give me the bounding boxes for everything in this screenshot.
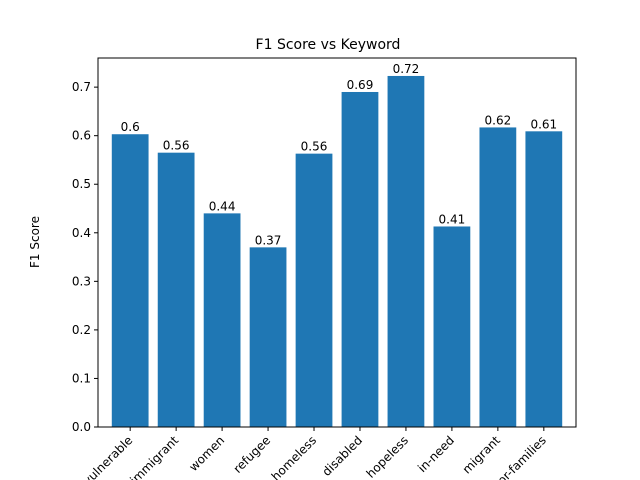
data-label: 0.44 <box>209 199 236 213</box>
y-tick-label: 0.3 <box>72 274 91 288</box>
chart-title: F1 Score vs Keyword <box>256 37 401 53</box>
bar-poor-families <box>525 131 563 428</box>
data-label: 0.6 <box>121 120 140 134</box>
data-label: 0.62 <box>485 113 512 127</box>
y-tick-label: 0.7 <box>72 80 91 94</box>
bar-homeless <box>295 153 333 427</box>
y-axis: 0.0 0.1 0.2 0.3 0.4 0.5 0.6 0.7 <box>72 80 98 434</box>
bar-migrant <box>479 127 517 427</box>
data-label: 0.61 <box>530 117 557 131</box>
data-label: 0.56 <box>301 140 328 154</box>
bar-hopeless <box>387 75 425 427</box>
bar-immigrant <box>157 152 195 428</box>
y-tick-label: 0.0 <box>72 420 91 434</box>
y-axis-label: F1 Score <box>28 216 42 268</box>
y-tick-label: 0.6 <box>72 129 91 143</box>
y-tick-label: 0.5 <box>72 177 91 191</box>
axes-frame <box>97 57 577 428</box>
data-label: 0.56 <box>163 139 190 153</box>
y-tick-label: 0.4 <box>72 226 91 240</box>
data-label: 0.72 <box>393 62 420 76</box>
data-label: 0.37 <box>255 233 282 247</box>
data-label: 0.41 <box>439 212 466 226</box>
bar-vulnerable <box>111 134 149 427</box>
bars-group <box>111 75 563 428</box>
y-tick-label: 0.2 <box>72 323 91 337</box>
bar-disabled <box>341 91 379 427</box>
y-tick-label: 0.1 <box>72 371 91 385</box>
data-labels-group: 0.6 0.56 0.44 0.37 0.56 0.69 0.72 0.41 0.62 0.61 <box>121 62 558 247</box>
bar-in-need <box>433 226 471 427</box>
bar-refugee <box>249 247 287 427</box>
bar-women <box>203 213 241 427</box>
data-label: 0.69 <box>347 78 374 92</box>
